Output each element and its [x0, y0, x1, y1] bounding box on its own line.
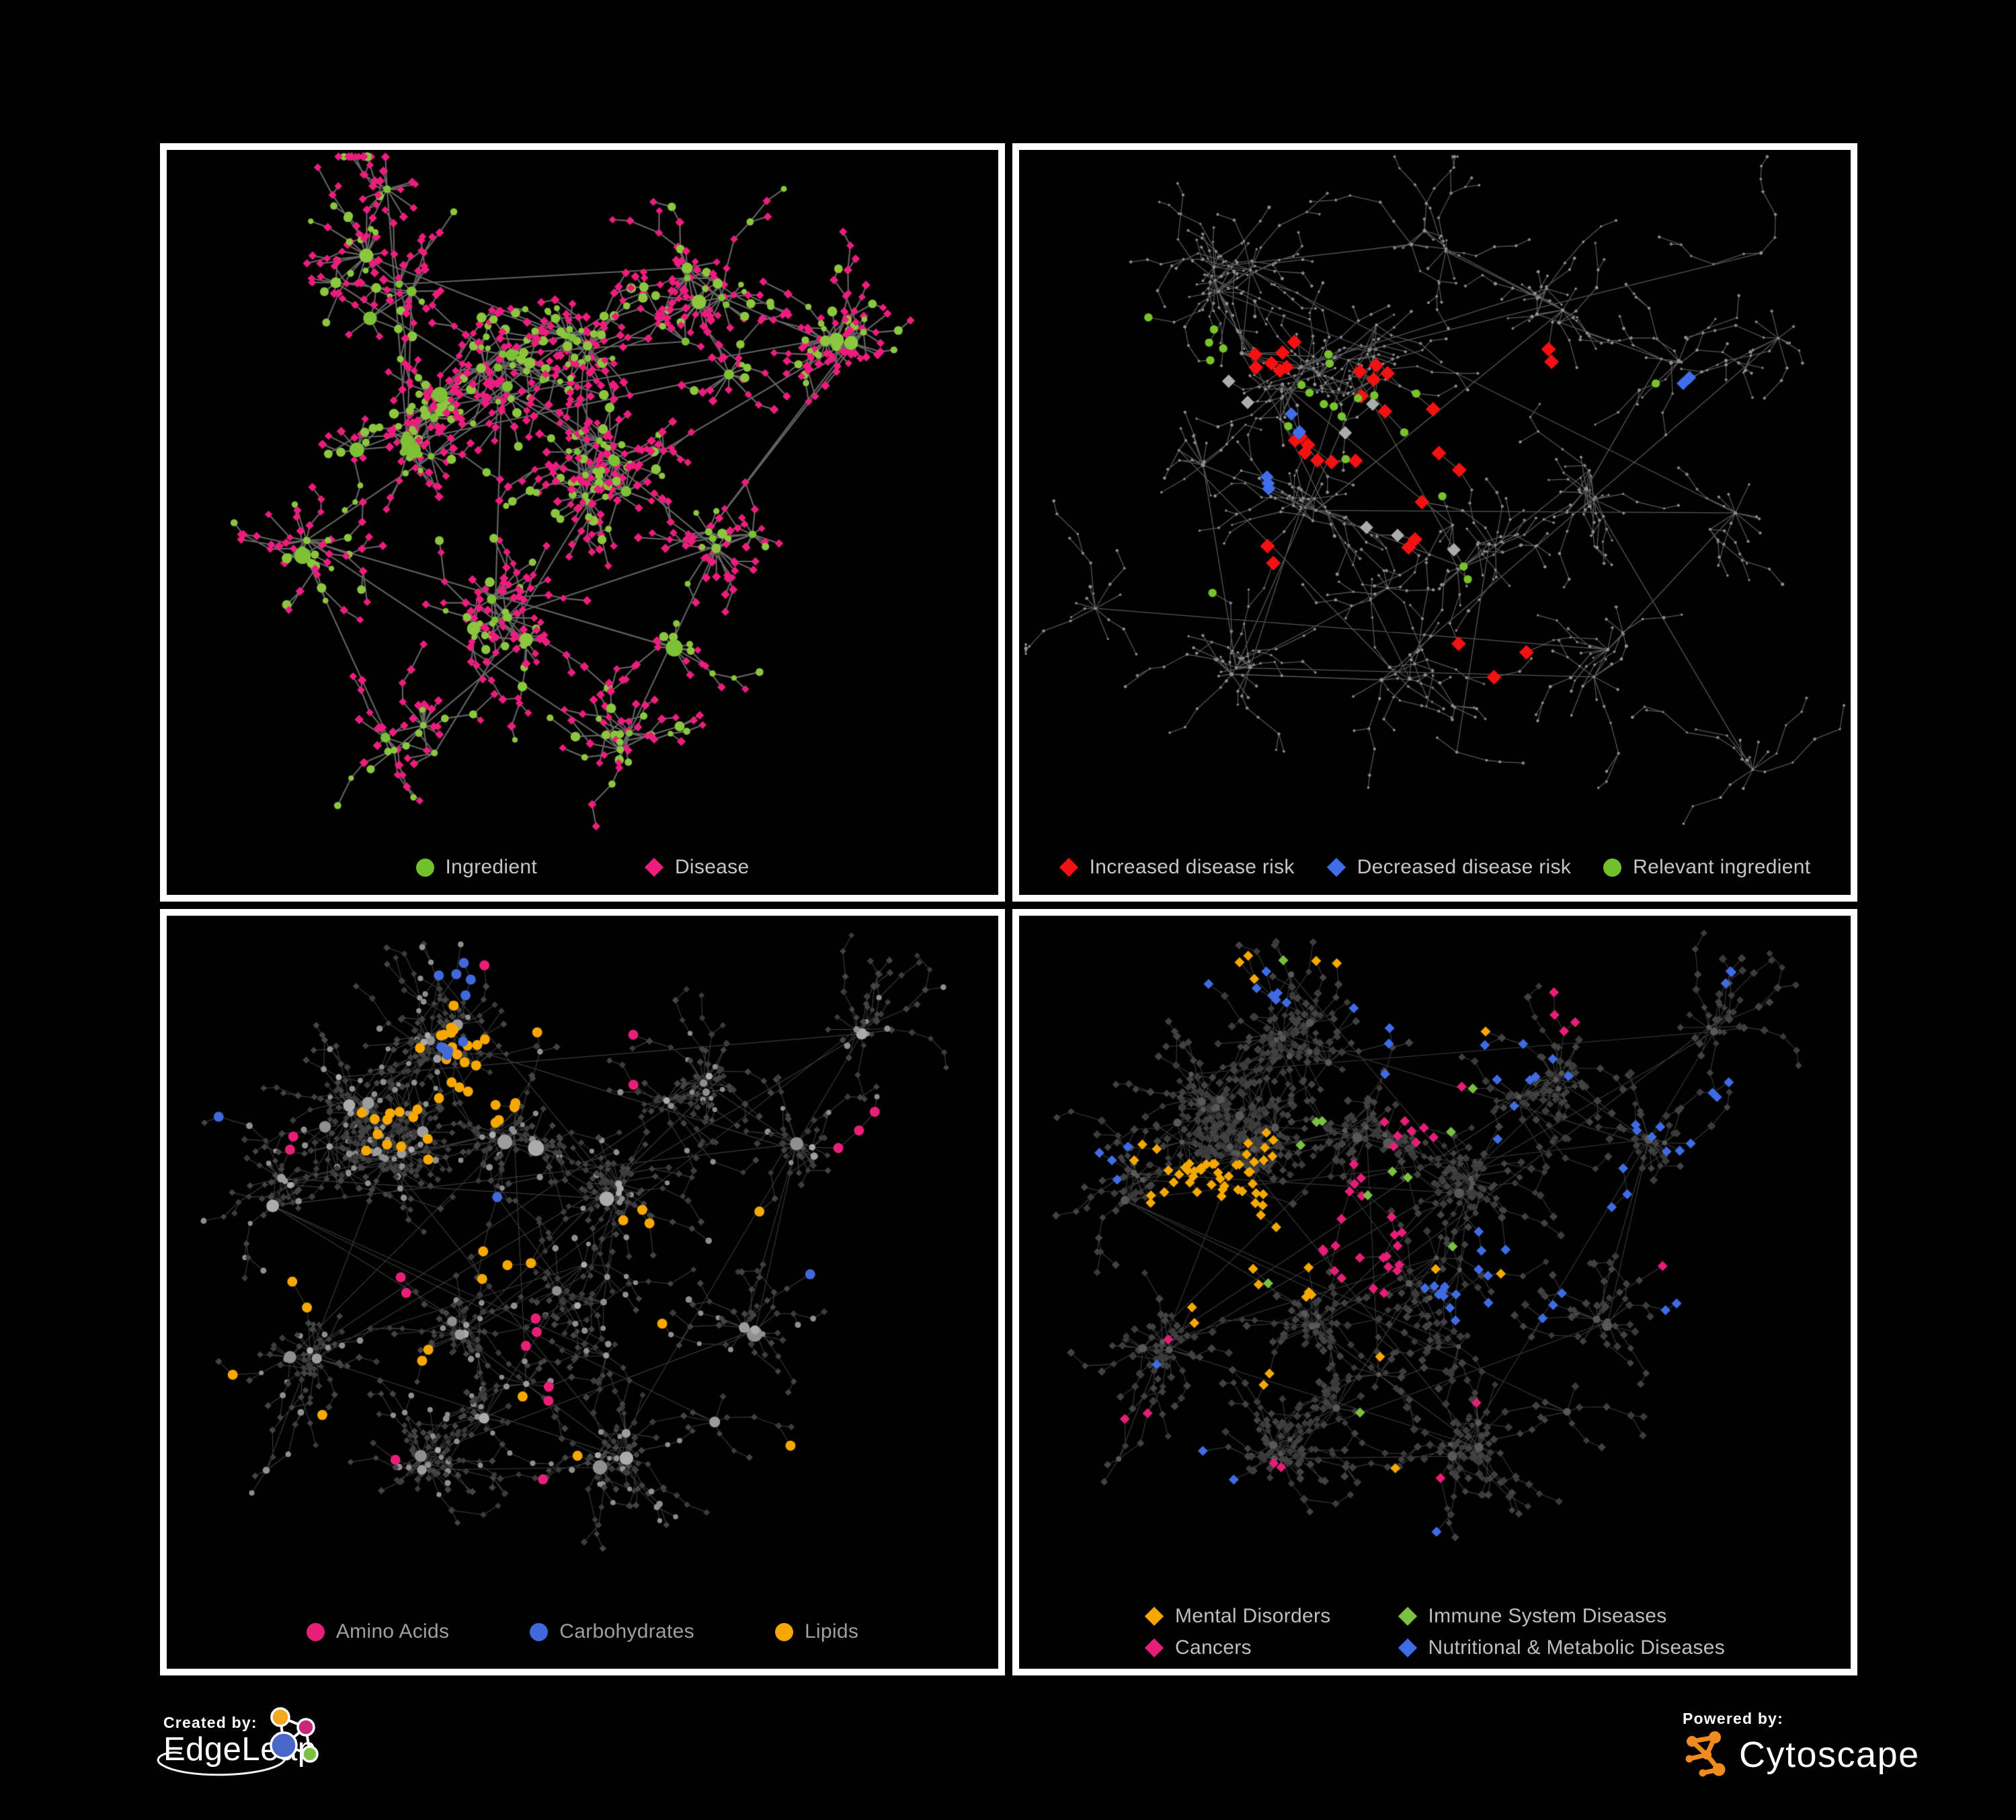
disease-diamond-icon	[644, 857, 664, 877]
legend-item-increased-risk: Increased disease risk	[1059, 856, 1295, 879]
cytoscape-logo-icon	[1685, 1731, 1726, 1777]
legend-item-relevant-ingredient: Relevant ingredient	[1603, 856, 1810, 879]
legend-label: Disease	[674, 856, 750, 878]
legend-label: Immune System Diseases	[1428, 1605, 1667, 1627]
legend-label: Amino Acids	[335, 1620, 450, 1643]
legend-label: Ingredient	[445, 856, 537, 878]
legend-item-decreased-risk: Decreased disease risk	[1326, 856, 1572, 879]
cytoscape-name: Cytoscape	[1739, 1735, 1920, 1775]
legend-label: Decreased disease risk	[1357, 856, 1572, 878]
network-canvas-disease-classes	[1019, 916, 1851, 1669]
legend-disease-risk: Increased disease risk Decreased disease…	[1019, 856, 1851, 879]
legend-item-ingredient: Ingredient	[415, 856, 537, 879]
immune-system-diamond-icon	[1398, 1606, 1417, 1626]
legend-item-immune-system-diseases: Immune System Diseases	[1398, 1605, 1667, 1628]
lipids-circle-icon	[774, 1622, 793, 1641]
created-by-label: Created by:	[163, 1714, 257, 1731]
legend-item-nutritional-metabolic-diseases: Nutritional & Metabolic Diseases	[1398, 1636, 1725, 1659]
network-canvas-ingredient-disease	[167, 150, 998, 895]
network-canvas-disease-risk	[1019, 150, 1851, 895]
legend-item-cancers: Cancers	[1144, 1636, 1252, 1659]
panel-disease-risk: Increased disease risk Decreased disease…	[1012, 143, 1857, 902]
panel-disease-classes: Mental Disorders Immune System Diseases …	[1012, 909, 1857, 1675]
powered-by-label: Powered by:	[1683, 1710, 1783, 1727]
legend-item-lipids: Lipids	[774, 1620, 859, 1643]
legend-ingredient-disease: Ingredient Disease	[167, 856, 998, 879]
panel-ingredient-disease: Ingredient Disease	[160, 143, 1005, 902]
network-canvas-nutrient-classes	[167, 916, 998, 1669]
ingredient-circle-icon	[415, 858, 434, 877]
legend-label: Mental Disorders	[1175, 1605, 1331, 1627]
legend-label: Carbohydrates	[559, 1620, 694, 1643]
cytoscape-credit: Powered by: Cytoscape	[1683, 1710, 1920, 1779]
edgeleap-credit: Created by: EdgeLeap	[157, 1707, 319, 1776]
carbohydrates-circle-icon	[530, 1622, 549, 1641]
panel-nutrient-classes: Amino Acids Carbohydrates Lipids	[160, 909, 1005, 1675]
legend-disease-classes: Mental Disorders Immune System Diseases …	[1019, 1605, 1851, 1659]
legend-nutrient-classes: Amino Acids Carbohydrates Lipids	[167, 1620, 998, 1643]
amino-acids-circle-icon	[306, 1622, 325, 1641]
legend-item-disease: Disease	[644, 856, 750, 879]
relevant-ingredient-circle-icon	[1603, 858, 1622, 877]
legend-item-carbohydrates: Carbohydrates	[530, 1620, 694, 1643]
increased-risk-diamond-icon	[1059, 857, 1078, 877]
cancers-diamond-icon	[1144, 1638, 1164, 1658]
edgeleap-name: EdgeLeap	[163, 1731, 317, 1768]
nutritional-metabolic-diamond-icon	[1398, 1638, 1417, 1658]
legend-label: Cancers	[1175, 1636, 1252, 1659]
legend-item-amino-acids: Amino Acids	[306, 1620, 450, 1643]
legend-item-mental-disorders: Mental Disorders	[1144, 1605, 1331, 1628]
mental-disorders-diamond-icon	[1144, 1606, 1164, 1626]
decreased-risk-diamond-icon	[1326, 857, 1346, 877]
legend-label: Lipids	[804, 1620, 859, 1643]
legend-label: Increased disease risk	[1089, 856, 1295, 878]
legend-label: Relevant ingredient	[1633, 856, 1811, 878]
legend-label: Nutritional & Metabolic Diseases	[1428, 1636, 1725, 1659]
